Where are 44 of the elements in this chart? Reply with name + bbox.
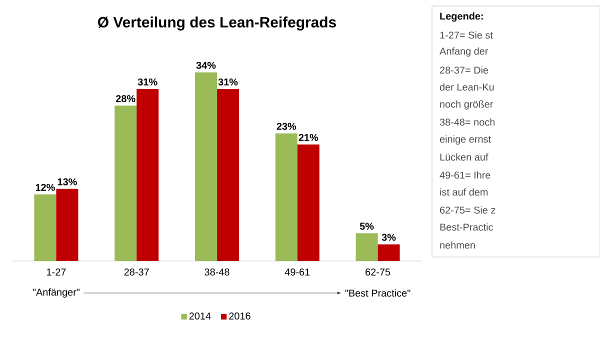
x-tick-label: 38-48 xyxy=(204,268,230,276)
text: Legende: xyxy=(440,12,483,22)
bar xyxy=(217,89,239,261)
text: Lücken auf xyxy=(440,153,488,161)
data-label: 12% xyxy=(36,184,55,191)
text: noch größer xyxy=(440,100,494,110)
text: 62-75= Sie z xyxy=(440,206,496,214)
bar xyxy=(378,244,400,261)
bar xyxy=(34,194,56,261)
x-tick-label: 1-27 xyxy=(47,268,66,276)
bar xyxy=(195,72,217,261)
text: 49-61= Ihre xyxy=(440,171,490,179)
data-label: 23% xyxy=(276,122,296,130)
data-label: 34% xyxy=(196,62,216,69)
text: 28-37= Die xyxy=(440,66,488,74)
text: 1-27= Sie st xyxy=(440,31,493,39)
text: Best-Practic xyxy=(440,223,493,231)
text: nehmen xyxy=(440,241,475,249)
legend-label: 2016 xyxy=(229,312,250,320)
text: einige ernst xyxy=(440,135,491,145)
data-label: 5% xyxy=(360,222,374,230)
data-label: 28% xyxy=(116,95,136,102)
x-tick-label: 62-75 xyxy=(366,268,390,276)
x-tick-label: 49-61 xyxy=(284,268,310,276)
text: Anfang der xyxy=(440,47,488,57)
data-label: 31% xyxy=(138,78,158,86)
bar xyxy=(114,106,137,261)
legend-label: 2014 xyxy=(189,312,211,320)
data-label: 13% xyxy=(58,178,77,186)
bar xyxy=(275,133,298,261)
data-label: 31% xyxy=(218,78,238,86)
bar xyxy=(136,89,159,261)
bar xyxy=(356,233,378,261)
x-tick-label: 28-37 xyxy=(124,268,149,276)
data-label: 3% xyxy=(382,234,396,241)
text: "Anfänger" xyxy=(32,288,80,298)
text: der Lean-Ku xyxy=(440,83,494,91)
text: 38-48= noch xyxy=(440,118,495,126)
chart-title: Ø Verteilung des Lean-Reifegrads xyxy=(98,16,336,31)
text: ist auf dem xyxy=(440,188,488,196)
text: "Best Practice" xyxy=(345,289,410,297)
bar xyxy=(56,188,78,261)
data-label: 21% xyxy=(298,134,318,141)
bar xyxy=(297,144,320,261)
